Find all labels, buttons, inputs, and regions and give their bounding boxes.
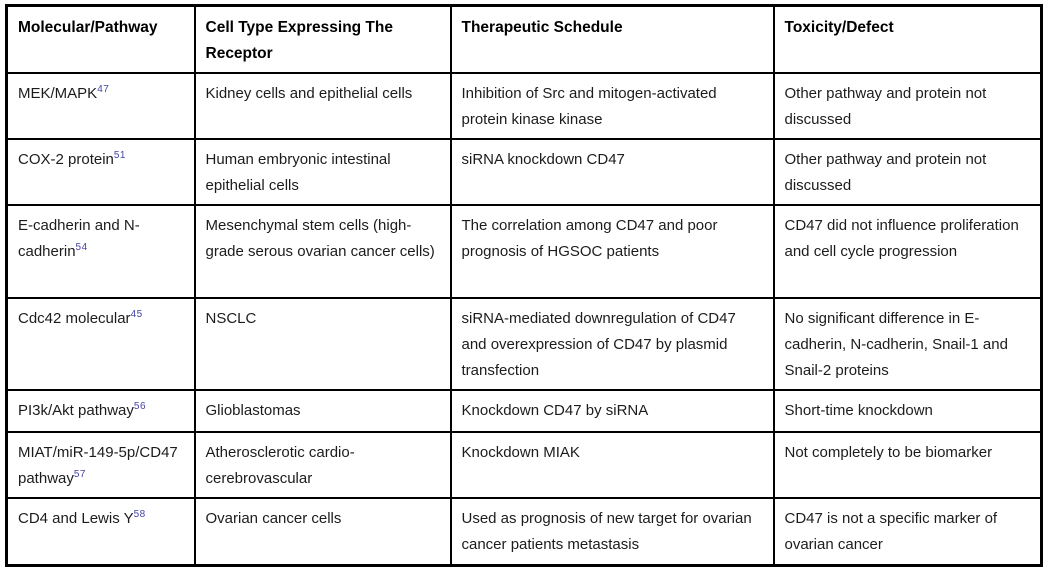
column-header-molecular-pathway: Molecular/Pathway (5, 4, 196, 74)
cell-cell-type: Glioblastomas (193, 389, 452, 433)
molecular-text: PI3k/Akt pathway (18, 402, 134, 419)
cell-molecular: Cdc42 molecular45 (5, 297, 196, 391)
molecular-text: COX-2 protein (18, 151, 114, 168)
cell-cell-type: NSCLC (193, 297, 452, 391)
cell-schedule: Used as prognosis of new target for ovar… (449, 497, 775, 566)
cell-molecular: E-cadherin and N-cadherin54 (5, 204, 196, 299)
molecular-text: CD4 and Lewis Y (18, 510, 134, 527)
column-header-cell-type: Cell Type Expressing The Receptor (193, 4, 452, 74)
cell-molecular: CD4 and Lewis Y58 (5, 497, 196, 566)
cell-schedule: The correlation among CD47 and poor prog… (449, 204, 775, 299)
molecular-text: MIAT/miR-149-5p/CD47 pathway (18, 444, 178, 487)
column-header-toxicity-defect: Toxicity/Defect (772, 4, 1043, 74)
cell-toxicity: Other pathway and protein not discussed (772, 138, 1043, 206)
table-row: Cdc42 molecular45 NSCLC siRNA-mediated d… (5, 297, 1043, 391)
molecular-text: MEK/MAPK (18, 85, 98, 102)
table-row: PI3k/Akt pathway56 Glioblastomas Knockdo… (5, 389, 1043, 433)
column-header-therapeutic-schedule: Therapeutic Schedule (449, 4, 775, 74)
reference-link[interactable]: 57 (73, 469, 86, 480)
receptor-pathway-table: Molecular/Pathway Cell Type Expressing T… (5, 4, 1043, 567)
molecular-text: Cdc42 molecular (18, 310, 131, 327)
cell-cell-type: Ovarian cancer cells (193, 497, 452, 566)
cell-molecular: MIAT/miR-149-5p/CD47 pathway57 (5, 431, 196, 499)
reference-link[interactable]: 58 (133, 509, 146, 520)
cell-toxicity: No significant difference in E-cadherin,… (772, 297, 1043, 391)
cell-toxicity: CD47 did not influence proliferation and… (772, 204, 1043, 299)
table-row: MIAT/miR-149-5p/CD47 pathway57 Atheroscl… (5, 431, 1043, 499)
reference-link[interactable]: 45 (130, 309, 143, 320)
reference-link[interactable]: 54 (75, 242, 88, 253)
table-row: MEK/MAPK47 Kidney cells and epithelial c… (5, 72, 1043, 140)
reference-link[interactable]: 56 (133, 401, 147, 412)
reference-link[interactable]: 51 (113, 150, 126, 161)
table-header-row: Molecular/Pathway Cell Type Expressing T… (5, 4, 1043, 74)
cell-schedule: Knockdown MIAK (449, 431, 775, 499)
cell-schedule: Inhibition of Src and mitogen-activated … (449, 72, 775, 140)
cell-cell-type: Kidney cells and epithelial cells (193, 72, 452, 140)
cell-schedule: siRNA-mediated downregulation of CD47 an… (449, 297, 775, 391)
cell-molecular: COX-2 protein51 (5, 138, 196, 206)
cell-schedule: siRNA knockdown CD47 (449, 138, 775, 206)
cell-toxicity: Short-time knockdown (772, 389, 1043, 433)
cell-cell-type: Human embryonic intestinal epithelial ce… (193, 138, 452, 206)
table-row: CD4 and Lewis Y58 Ovarian cancer cells U… (5, 497, 1043, 566)
cell-toxicity: Other pathway and protein not discussed (772, 72, 1043, 140)
cell-cell-type: Atherosclerotic cardio-cerebrovascular (193, 431, 452, 499)
reference-link[interactable]: 47 (97, 84, 110, 95)
molecular-text: E-cadherin and N-cadherin (18, 217, 140, 260)
cell-toxicity: Not completely to be biomarker (772, 431, 1043, 499)
cell-molecular: PI3k/Akt pathway56 (5, 389, 196, 433)
cell-toxicity: CD47 is not a specific marker of ovarian… (772, 497, 1043, 566)
cell-molecular: MEK/MAPK47 (5, 72, 196, 140)
cell-schedule: Knockdown CD47 by siRNA (449, 389, 775, 433)
cell-cell-type: Mesenchymal stem cells (high-grade serou… (193, 204, 452, 299)
table-row: E-cadherin and N-cadherin54 Mesenchymal … (5, 204, 1043, 299)
table-row: COX-2 protein51 Human embryonic intestin… (5, 138, 1043, 206)
